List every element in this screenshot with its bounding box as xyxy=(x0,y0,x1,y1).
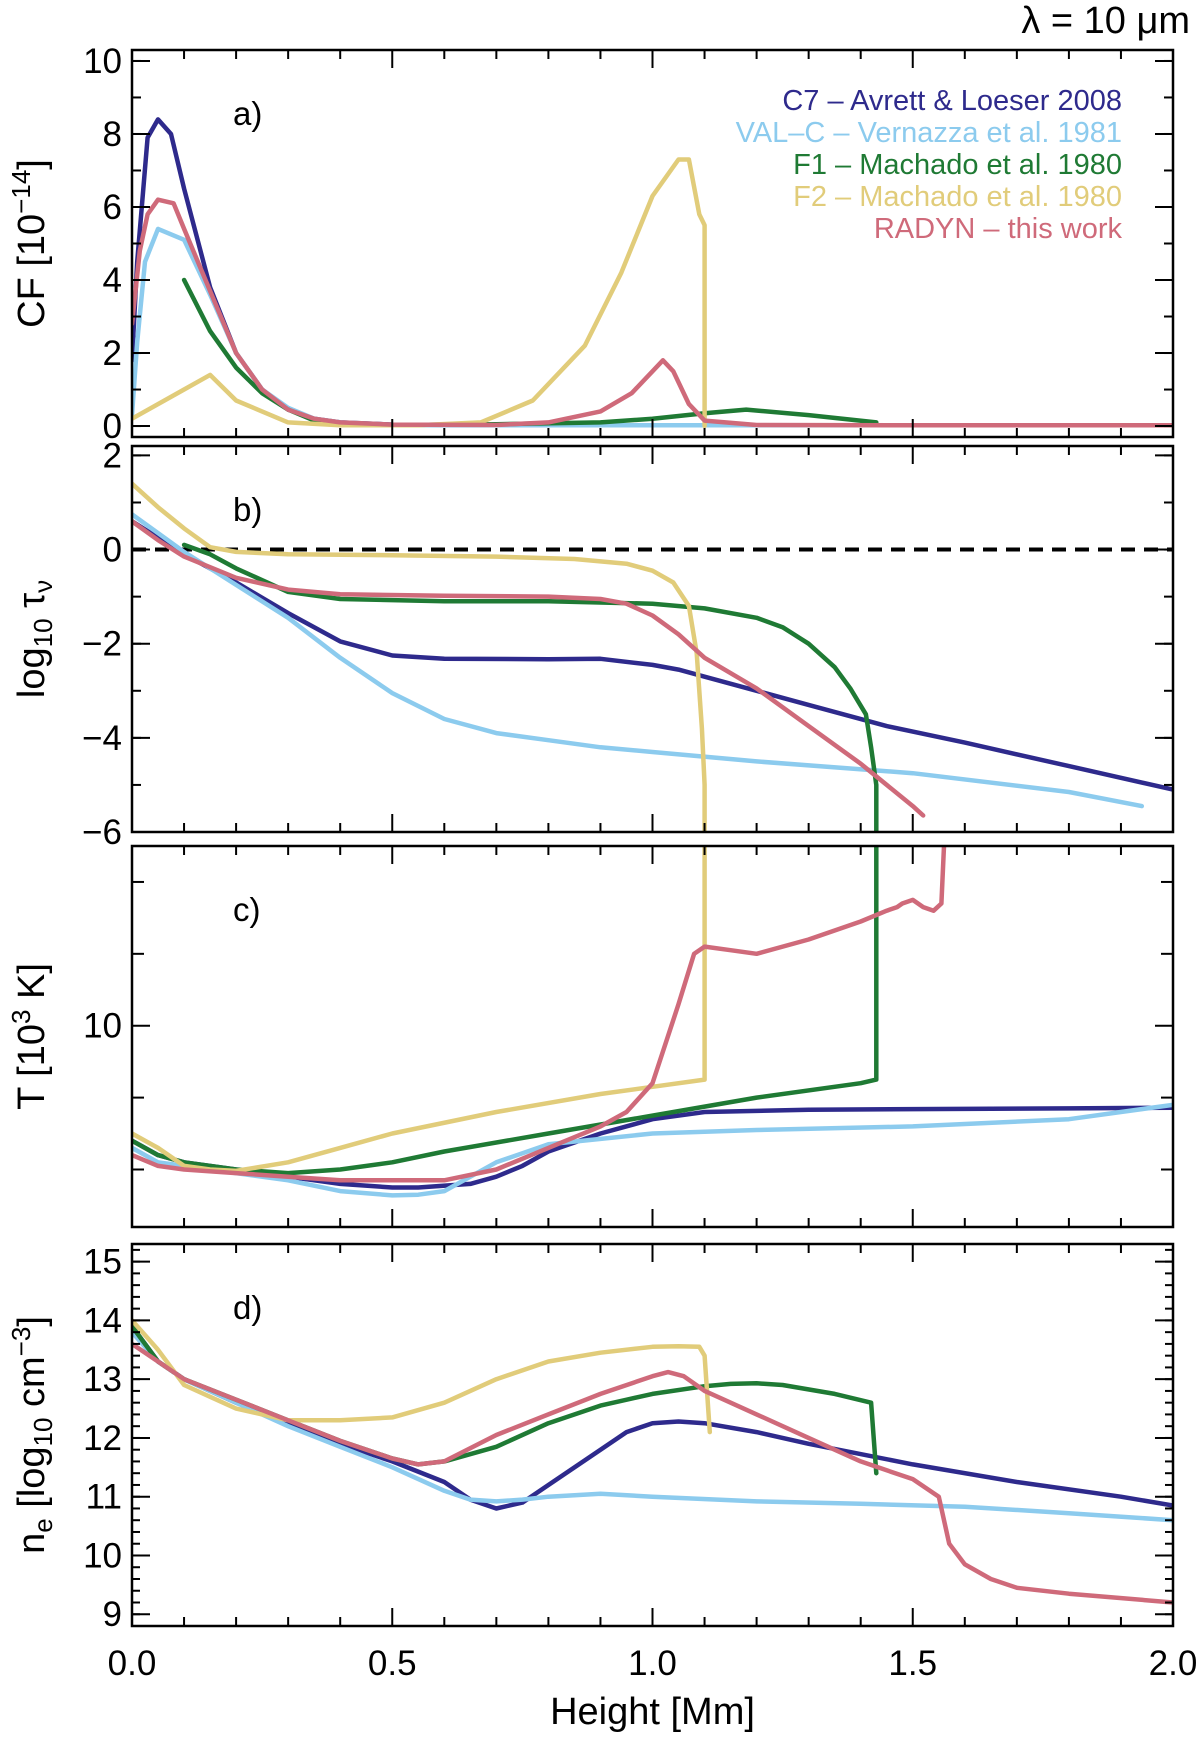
panel-c-ytick-label: 10 xyxy=(83,1007,122,1046)
panel-d-ytick-label: 15 xyxy=(83,1243,122,1282)
legend-entry-valc: VAL–C – Vernazza et al. 1981 xyxy=(736,117,1122,149)
panel-d-series-c7 xyxy=(132,1324,1173,1511)
panel-d-ytick-label: 9 xyxy=(103,1595,122,1634)
legend-entry-radyn: RADYN – this work xyxy=(874,213,1123,245)
panel-a-ytick-label: 10 xyxy=(83,42,122,81)
panel-b-frame xyxy=(130,444,1175,834)
panel-c-series-f2 xyxy=(132,846,707,1174)
panel-b-series-f2 xyxy=(132,481,707,832)
panel-d-label: d) xyxy=(233,1289,262,1326)
panel-c-ylabel: T [103 K] xyxy=(6,963,53,1110)
panel-a-ytick-label: 8 xyxy=(103,115,122,154)
legend-entry-c7: C7 – Avrett & Loeser 2008 xyxy=(782,85,1122,117)
panel-d-series-radyn xyxy=(132,1341,1173,1605)
wavelength-label: λ = 10 μm xyxy=(1021,0,1190,42)
panel-a-series-valc xyxy=(132,226,1173,428)
panel-b-ytick-label: 2 xyxy=(103,436,122,475)
panel-b-ytick-label: −6 xyxy=(82,813,122,852)
legend-entry-f2: F2 – Machado et al. 1980 xyxy=(793,181,1122,213)
panel-b-ylabel: log10 τν xyxy=(11,580,58,698)
panel-d-ytick-label: 14 xyxy=(83,1301,122,1340)
panel-d-series-valc xyxy=(132,1329,1173,1523)
panel-a-series-f2 xyxy=(132,157,707,429)
panel-a-ytick-label: 0 xyxy=(103,407,122,446)
panel-d-frame xyxy=(130,1242,1175,1628)
panel-d-ytick-label: 11 xyxy=(86,1478,122,1517)
panel-d-series-f2 xyxy=(132,1318,713,1435)
panel-b-ytick-label: −2 xyxy=(82,625,122,664)
panel-c-series-radyn xyxy=(132,846,947,1183)
panel-c-frame xyxy=(130,844,1175,1229)
xlabel: Height [Mm] xyxy=(550,1691,755,1733)
panel-b-ytick-label: 0 xyxy=(103,531,122,570)
panel-b-series-c7 xyxy=(132,519,1173,792)
panel-a-ytick-label: 6 xyxy=(103,188,122,227)
xtick-label: 1.0 xyxy=(628,1644,677,1683)
panel-a-ylabel: CF [10−14] xyxy=(6,159,53,328)
panel-d-ytick-label: 13 xyxy=(83,1360,122,1399)
panel-d-ytick-label: 12 xyxy=(83,1419,122,1458)
xtick-label: 0.0 xyxy=(108,1644,157,1683)
panel-d-ytick-label: 10 xyxy=(83,1536,122,1575)
xtick-label: 0.5 xyxy=(368,1644,417,1683)
panel-c-label: c) xyxy=(233,891,261,928)
panel-a-label: a) xyxy=(233,95,262,132)
panel-c-series-f1 xyxy=(132,846,879,1176)
panel-b-series-valc xyxy=(132,512,1145,809)
panel-b-series-radyn xyxy=(132,519,926,818)
xtick-label: 1.5 xyxy=(888,1644,937,1683)
panel-d-series-f1 xyxy=(132,1324,879,1476)
panel-b-label: b) xyxy=(233,491,262,528)
xtick-label: 2.0 xyxy=(1149,1644,1198,1683)
panel-d-ylabel: ne [log10 cm−3] xyxy=(6,1316,58,1554)
panel-a-ytick-label: 4 xyxy=(103,261,122,300)
panel-a-ytick-label: 2 xyxy=(103,334,122,373)
legend-entry-f1: F1 – Machado et al. 1980 xyxy=(793,149,1122,181)
panel-b-ytick-label: −4 xyxy=(82,719,122,758)
